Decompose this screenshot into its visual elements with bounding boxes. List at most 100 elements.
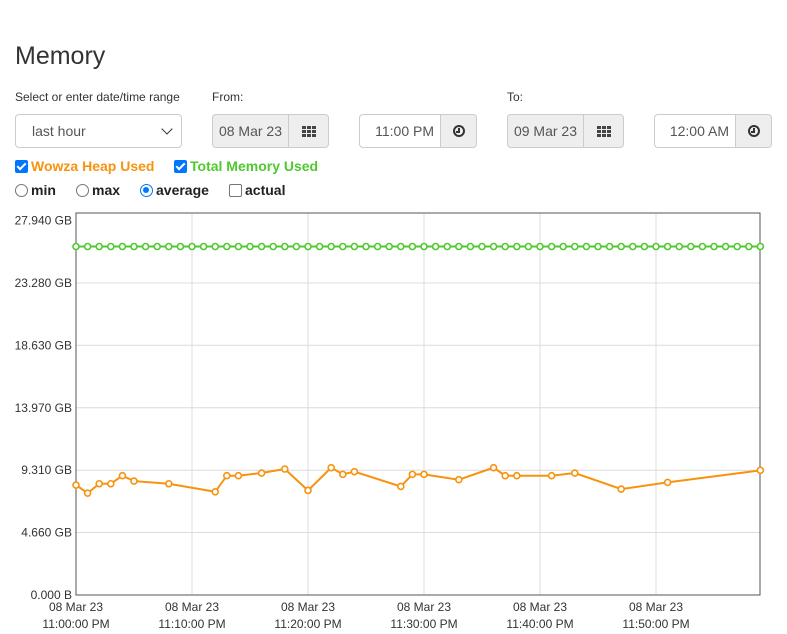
x-tick-label: 08 Mar 23: [513, 600, 567, 614]
data-point: [396, 242, 405, 251]
data-point: [756, 466, 765, 475]
data-point: [663, 478, 672, 487]
actual-checkbox[interactable]: [229, 183, 242, 197]
data-point: [454, 242, 463, 251]
min-radio[interactable]: [15, 183, 28, 197]
data-point: [408, 470, 417, 479]
y-tick-label: 0.000 B: [31, 588, 72, 602]
data-point: [524, 242, 533, 251]
data-point: [570, 469, 579, 477]
data-point: [617, 485, 626, 493]
data-point: [408, 242, 417, 251]
data-point: [420, 242, 428, 251]
clock-icon: [747, 125, 760, 137]
data-point: [118, 471, 127, 480]
x-tick-label: 08 Mar 23: [397, 600, 451, 614]
data-point: [315, 242, 324, 251]
data-point: [420, 470, 428, 479]
data-point: [570, 242, 579, 251]
wowza-heap-checkbox[interactable]: [15, 159, 28, 173]
agg-average[interactable]: average: [140, 182, 209, 198]
data-point: [327, 463, 336, 472]
total-memory-label: Total Memory Used: [190, 158, 319, 174]
from-date-group: 08 Mar 23: [212, 114, 329, 148]
data-point: [454, 475, 463, 484]
data-point: [338, 470, 347, 479]
toggle-wowza-heap[interactable]: Wowza Heap Used: [15, 158, 154, 174]
series-line: [75, 466, 761, 495]
agg-max[interactable]: max: [76, 182, 120, 198]
agg-actual[interactable]: actual: [229, 182, 285, 198]
data-point: [512, 471, 521, 480]
data-point: [652, 242, 660, 251]
data-point: [547, 242, 556, 251]
data-point: [350, 467, 359, 476]
data-point: [466, 242, 475, 251]
data-point: [130, 477, 138, 485]
to-clock-button[interactable]: [735, 114, 772, 148]
from-time-group: 11:00 PM: [359, 114, 477, 148]
data-point: [489, 242, 498, 251]
range-select[interactable]: last hour: [15, 114, 182, 148]
average-label: average: [156, 182, 209, 198]
data-point: [176, 242, 185, 251]
data-point: [686, 242, 695, 251]
data-point: [536, 242, 544, 251]
y-tick-label: 13.970 GB: [15, 401, 72, 415]
to-calendar-button[interactable]: [583, 114, 624, 148]
data-point: [385, 242, 394, 251]
to-time-group: 12:00 AM: [654, 114, 772, 148]
max-radio[interactable]: [76, 183, 89, 197]
calendar-icon: [301, 125, 316, 137]
x-tick-label: 08 Mar 23: [281, 600, 335, 614]
agg-min[interactable]: min: [15, 182, 56, 198]
from-time-input[interactable]: 11:00 PM: [359, 114, 440, 148]
data-point: [304, 242, 312, 251]
y-tick-label: 23.280 GB: [15, 276, 72, 290]
data-point: [257, 242, 266, 251]
y-tick-label: 18.630 GB: [15, 338, 72, 352]
data-point: [234, 471, 243, 480]
data-point: [199, 242, 208, 251]
data-point: [327, 242, 336, 251]
y-tick-label: 27.940 GB: [15, 214, 72, 228]
plot-frame: [75, 212, 761, 596]
total-memory-checkbox[interactable]: [174, 159, 187, 173]
from-clock-button[interactable]: [440, 114, 477, 148]
data-point: [594, 242, 602, 251]
wowza-heap-label: Wowza Heap Used: [31, 158, 155, 174]
data-point: [443, 242, 452, 251]
toggle-total-memory[interactable]: Total Memory Used: [174, 158, 318, 174]
data-point: [280, 465, 289, 473]
x-tick-label: 11:20:00 PM: [274, 617, 341, 631]
data-point: [153, 242, 161, 251]
data-point: [165, 242, 173, 251]
data-point: [698, 242, 707, 251]
average-radio[interactable]: [140, 183, 153, 197]
data-point: [234, 242, 243, 251]
data-point: [211, 242, 219, 251]
data-point: [744, 242, 753, 251]
clock-icon: [452, 125, 465, 137]
data-point: [512, 242, 521, 251]
x-tick-label: 11:00:00 PM: [42, 617, 109, 631]
page-title: Memory: [15, 42, 106, 70]
data-point: [107, 479, 115, 488]
max-label: max: [92, 182, 121, 198]
to-date-group: 09 Mar 23: [507, 114, 624, 148]
data-point: [733, 242, 742, 251]
min-label: min: [31, 182, 56, 198]
data-point: [83, 489, 92, 497]
to-date-input[interactable]: 09 Mar 23: [507, 114, 583, 148]
from-date-input[interactable]: 08 Mar 23: [212, 114, 288, 148]
to-time-input[interactable]: 12:00 AM: [654, 114, 735, 148]
from-label: From:: [212, 90, 244, 104]
data-point: [710, 242, 718, 251]
data-point: [350, 242, 359, 251]
data-point: [269, 242, 278, 251]
data-point: [501, 242, 510, 251]
from-calendar-button[interactable]: [288, 114, 329, 148]
range-label: Select or enter date/time range: [15, 90, 180, 104]
x-tick-label: 08 Mar 23: [49, 600, 103, 614]
